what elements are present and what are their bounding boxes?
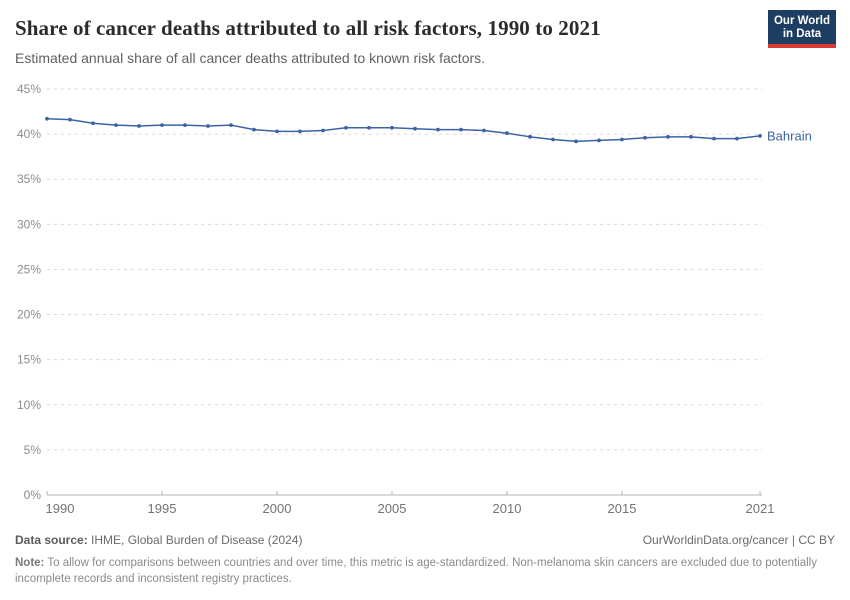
data-point[interactable] (620, 137, 624, 142)
owid-logo[interactable]: Our World in Data (768, 10, 836, 48)
chart-subtitle: Estimated annual share of all cancer dea… (15, 50, 486, 66)
y-tick-label: 5% (24, 443, 42, 457)
data-source-value: IHME, Global Burden of Disease (2024) (87, 533, 303, 547)
x-tick-label: 2015 (608, 501, 637, 516)
x-tick-label: 2000 (263, 501, 292, 516)
data-point[interactable] (229, 123, 233, 127)
data-point[interactable] (367, 125, 371, 130)
data-point[interactable] (160, 123, 164, 127)
data-point[interactable] (45, 116, 49, 121)
x-tick-label: 2005 (378, 501, 407, 516)
data-point[interactable] (298, 129, 302, 134)
owid-logo-line2: in Data (782, 28, 822, 40)
line-chart[interactable]: 0% 5% 10% 15% 20% 25% 30% 35% 40% 45% 1990 1995 2000… (0, 75, 850, 523)
y-tick-label: 35% (17, 172, 41, 186)
data-point[interactable] (574, 139, 578, 144)
data-point[interactable] (436, 127, 440, 132)
data-point[interactable] (459, 127, 463, 132)
y-tick-label: 20% (17, 308, 41, 322)
owid-logo-line1: Our World (773, 15, 830, 27)
data-point[interactable] (68, 117, 72, 122)
y-tick-label: 25% (17, 262, 41, 276)
data-point[interactable] (666, 134, 670, 139)
note-value: To allow for comparisons between countri… (15, 557, 817, 585)
note-label: Note: (15, 557, 45, 569)
data-point[interactable] (758, 134, 762, 138)
data-point[interactable] (597, 138, 601, 143)
data-point[interactable] (551, 137, 555, 142)
data-point[interactable] (344, 125, 348, 130)
data-point[interactable] (712, 136, 716, 141)
data-point[interactable] (91, 121, 95, 126)
data-point[interactable] (183, 123, 187, 127)
data-point[interactable] (137, 124, 141, 128)
data-point[interactable] (275, 129, 279, 134)
data-point[interactable] (321, 128, 325, 133)
x-tick-label: 2010 (493, 501, 522, 516)
data-point[interactable] (114, 123, 118, 127)
data-point[interactable] (390, 125, 394, 130)
data-point[interactable] (528, 134, 532, 139)
data-point[interactable] (413, 126, 417, 131)
y-tick-label: 45% (17, 82, 41, 96)
rights-link[interactable]: OurWorldinData.org/cancer | CC BY (642, 533, 835, 547)
y-tick-label: 0% (24, 488, 42, 502)
y-tick-label: 30% (17, 217, 41, 231)
x-tick-label: 1995 (148, 501, 177, 516)
data-source: Data source: IHME, Global Burden of Dise… (15, 533, 302, 547)
page-title: Share of cancer deaths attributed to all… (15, 16, 601, 40)
data-point[interactable] (735, 136, 739, 141)
data-point[interactable] (482, 128, 486, 133)
data-point[interactable] (689, 134, 693, 139)
data-source-label: Data source: (15, 533, 88, 547)
data-point[interactable] (643, 135, 647, 140)
chart-footer: Data source: IHME, Global Burden of Dise… (15, 533, 835, 587)
data-point[interactable] (252, 127, 256, 132)
y-tick-label: 10% (17, 398, 41, 412)
series-line[interactable] (46, 118, 761, 143)
data-point[interactable] (505, 131, 509, 136)
data-point[interactable] (206, 124, 210, 128)
chart-note: Note: To allow for comparisons between c… (15, 555, 830, 587)
x-tick-label: 2021 (746, 501, 775, 516)
y-tick-label: 40% (17, 127, 41, 141)
y-tick-label: 15% (17, 353, 41, 367)
x-tick-label: 1990 (46, 501, 75, 516)
series-end-label[interactable]: Bahrain (767, 128, 812, 143)
